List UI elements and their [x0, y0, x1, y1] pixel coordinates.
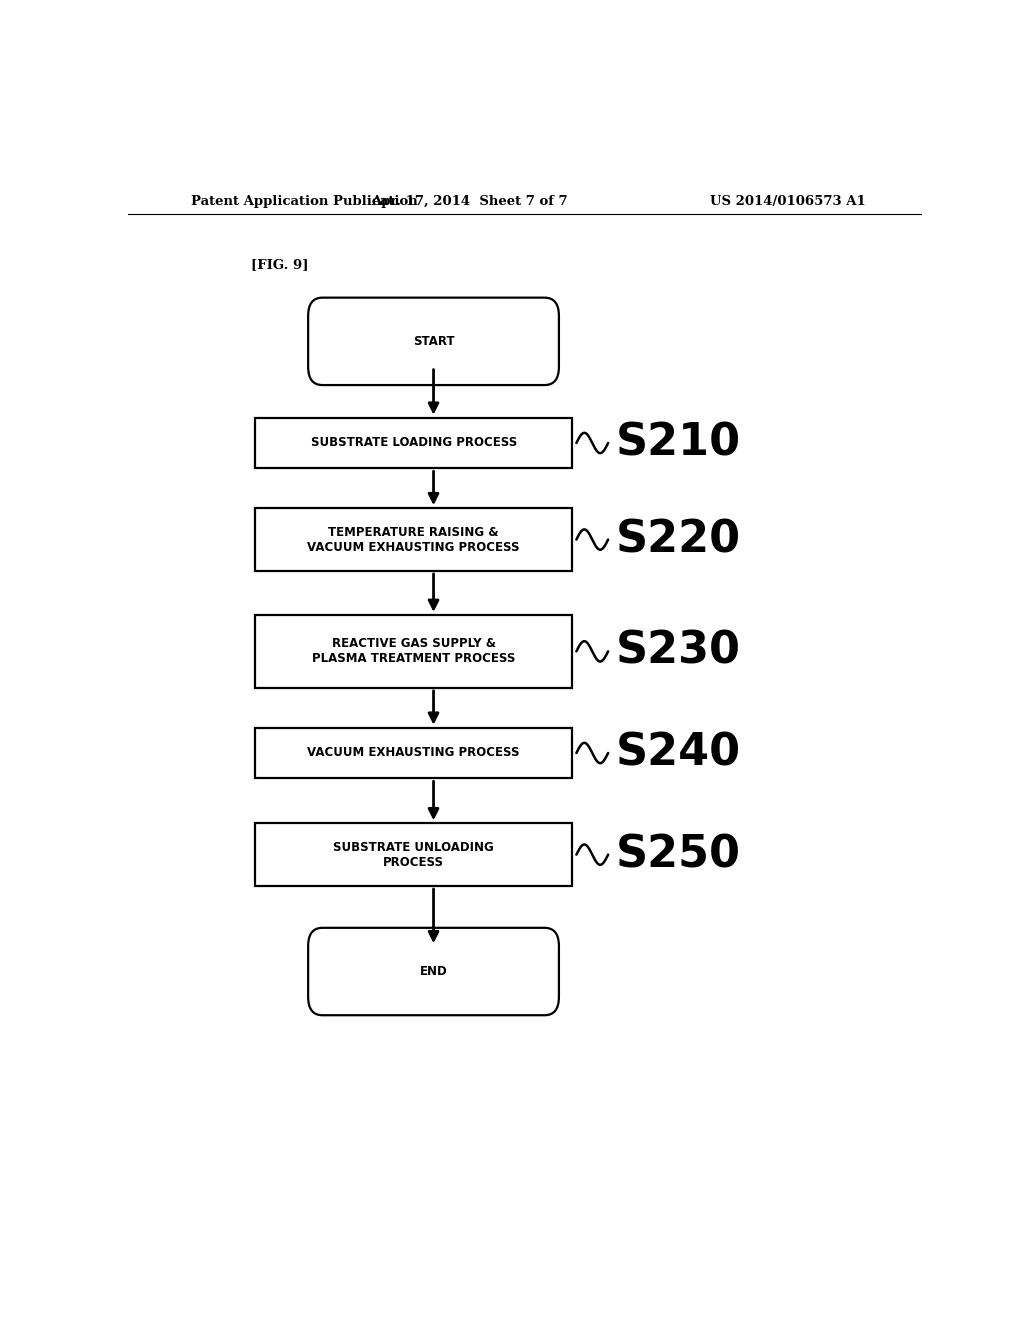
- Text: Patent Application Publication: Patent Application Publication: [191, 194, 418, 207]
- Text: [FIG. 9]: [FIG. 9]: [251, 259, 308, 272]
- FancyBboxPatch shape: [308, 297, 559, 385]
- Text: S210: S210: [616, 421, 741, 465]
- Text: S220: S220: [616, 517, 741, 561]
- Text: S240: S240: [616, 731, 741, 775]
- FancyBboxPatch shape: [308, 928, 559, 1015]
- Text: START: START: [413, 335, 455, 348]
- Text: US 2014/0106573 A1: US 2014/0106573 A1: [711, 194, 866, 207]
- FancyBboxPatch shape: [255, 824, 572, 886]
- Text: SUBSTRATE UNLOADING
PROCESS: SUBSTRATE UNLOADING PROCESS: [334, 841, 494, 869]
- Text: END: END: [420, 965, 447, 978]
- Text: Apr. 17, 2014  Sheet 7 of 7: Apr. 17, 2014 Sheet 7 of 7: [371, 194, 567, 207]
- Text: REACTIVE GAS SUPPLY &
PLASMA TREATMENT PROCESS: REACTIVE GAS SUPPLY & PLASMA TREATMENT P…: [312, 638, 515, 665]
- Text: SUBSTRATE LOADING PROCESS: SUBSTRATE LOADING PROCESS: [310, 437, 517, 450]
- Text: TEMPERATURE RAISING &
VACUUM EXHAUSTING PROCESS: TEMPERATURE RAISING & VACUUM EXHAUSTING …: [307, 525, 520, 553]
- FancyBboxPatch shape: [255, 615, 572, 688]
- FancyBboxPatch shape: [255, 727, 572, 779]
- FancyBboxPatch shape: [255, 508, 572, 572]
- Text: S230: S230: [616, 630, 741, 673]
- Text: S250: S250: [616, 833, 741, 876]
- Text: VACUUM EXHAUSTING PROCESS: VACUUM EXHAUSTING PROCESS: [307, 747, 520, 759]
- FancyBboxPatch shape: [255, 417, 572, 469]
